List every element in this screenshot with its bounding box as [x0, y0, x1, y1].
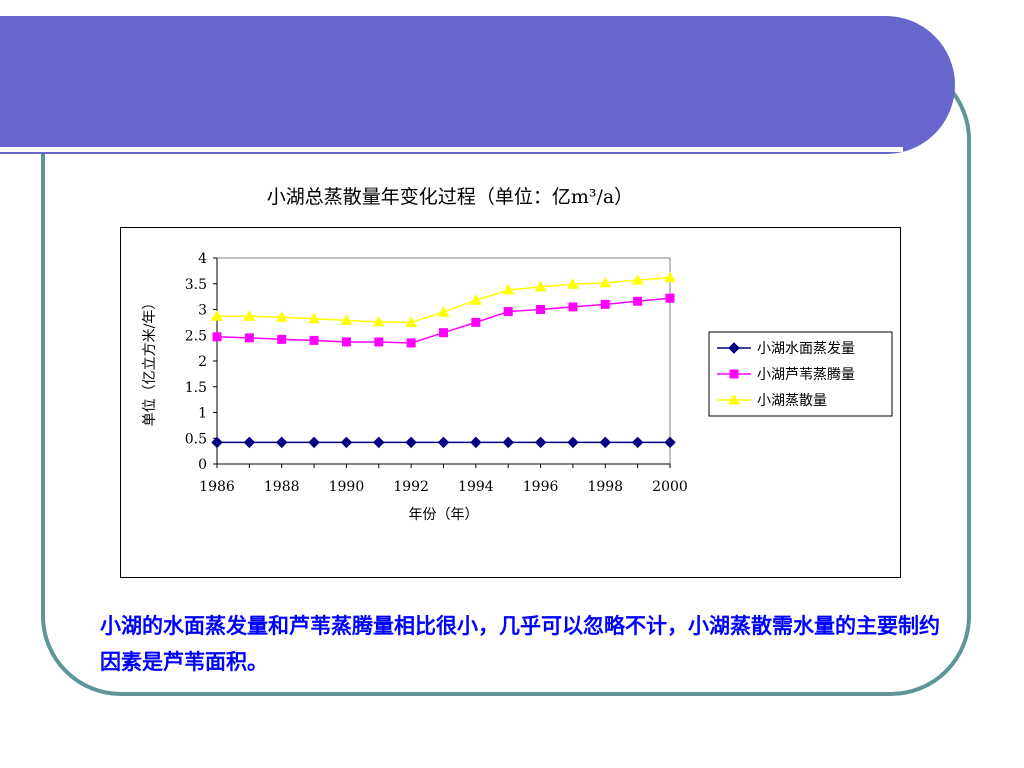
- data-point-series-2: [471, 317, 481, 327]
- data-point-series-1: [405, 436, 417, 449]
- legend-label-1: 小湖水面蒸发量: [757, 341, 855, 357]
- data-point-series-2: [309, 335, 319, 345]
- chart-title: 小湖总蒸散量年变化过程（单位：亿m³/a）: [0, 182, 900, 209]
- legend-marker-1: [728, 342, 740, 354]
- data-point-series-2: [600, 299, 610, 309]
- y-tick-label: 0: [198, 457, 207, 473]
- data-point-series-2: [277, 334, 287, 344]
- title-banner: [0, 16, 955, 154]
- data-point-series-3: [340, 314, 353, 325]
- y-tick-label: 1.5: [185, 380, 207, 396]
- x-tick-label: 1994: [458, 479, 494, 495]
- data-point-series-1: [631, 436, 644, 449]
- data-point-series-2: [633, 296, 643, 306]
- y-tick-label: 2.5: [185, 328, 207, 344]
- y-tick-label: 3.5: [185, 277, 207, 293]
- data-point-series-1: [502, 436, 514, 449]
- legend-marker-3: [728, 393, 740, 405]
- data-point-series-2: [341, 337, 351, 347]
- data-point-series-3: [664, 271, 676, 283]
- data-point-series-1: [567, 436, 579, 449]
- data-point-series-1: [308, 436, 320, 449]
- x-tick-label: 1996: [523, 479, 559, 495]
- data-point-series-3: [308, 312, 320, 324]
- line-chart: 0 0.5 1 1.5 2 2.5 3 3.5 4 1986 1988 1990 1992 1994 199…: [142, 251, 893, 523]
- legend-label-3: 小湖蒸散量: [757, 393, 827, 409]
- data-point-series-2: [568, 302, 578, 312]
- data-point-series-3: [405, 316, 417, 327]
- banner-divider: [0, 147, 903, 152]
- data-point-series-2: [439, 328, 448, 338]
- data-point-series-2: [244, 333, 254, 343]
- legend-marker-2: [729, 369, 739, 379]
- x-tick-label: 1990: [329, 479, 365, 495]
- data-point-series-1: [470, 436, 482, 449]
- data-point-series-3: [275, 311, 288, 322]
- data-point-series-1: [340, 436, 353, 449]
- data-point-series-2: [536, 305, 546, 314]
- data-point-series-1: [211, 436, 223, 449]
- data-point-series-3: [211, 310, 223, 321]
- data-point-series-3: [437, 306, 450, 317]
- data-point-series-2: [212, 332, 222, 342]
- data-point-series-3: [631, 274, 644, 285]
- data-point-series-3: [534, 280, 547, 292]
- data-point-series-1: [276, 436, 288, 449]
- data-point-series-1: [243, 436, 256, 449]
- x-tick-label: 2000: [652, 479, 688, 495]
- data-point-series-1: [534, 436, 547, 449]
- data-point-series-2: [406, 338, 416, 348]
- data-point-series-1: [664, 436, 676, 449]
- y-axis-label: 单位（亿立方米/年）: [142, 296, 158, 427]
- y-tick-label: 2: [198, 354, 207, 370]
- data-point-series-2: [503, 307, 513, 317]
- x-tick-label: 1998: [587, 479, 623, 495]
- data-point-series-1: [599, 436, 611, 449]
- data-point-series-3: [470, 294, 482, 305]
- data-point-series-3: [567, 278, 579, 289]
- y-tick-label: 3: [198, 303, 207, 319]
- x-axis-label: 年份（年）: [409, 507, 479, 523]
- data-point-series-2: [665, 293, 675, 303]
- plot-area: [216, 257, 671, 465]
- data-point-series-3: [372, 315, 385, 327]
- x-tick-label: 1992: [393, 479, 429, 495]
- chart-area: 0 0.5 1 1.5 2 2.5 3 3.5 4 1986 1988 1990 1992 1994 199…: [120, 227, 901, 578]
- x-tick-label: 1988: [264, 479, 300, 495]
- data-point-series-3: [243, 310, 256, 321]
- data-point-series-3: [502, 283, 515, 295]
- caption-text: 小湖的水面蒸发量和芦苇蒸腾量相比很小，几乎可以忽略不计，小湖蒸散需水量的主要制约…: [100, 614, 940, 674]
- data-point-series-1: [437, 436, 450, 449]
- y-tick-label: 0.5: [185, 431, 207, 447]
- y-tick-label: 1: [198, 406, 207, 422]
- data-point-series-3: [599, 276, 612, 288]
- data-point-series-1: [373, 436, 385, 449]
- data-point-series-2: [374, 337, 384, 347]
- chart-title-main: 小湖总蒸散量年变化过程: [266, 186, 476, 208]
- chart-title-unit: （单位：亿m³/a）: [475, 186, 634, 208]
- y-tick-label: 4: [198, 251, 207, 267]
- legend-label-2: 小湖芦苇蒸腾量: [757, 366, 855, 383]
- x-tick-label: 1986: [199, 479, 235, 495]
